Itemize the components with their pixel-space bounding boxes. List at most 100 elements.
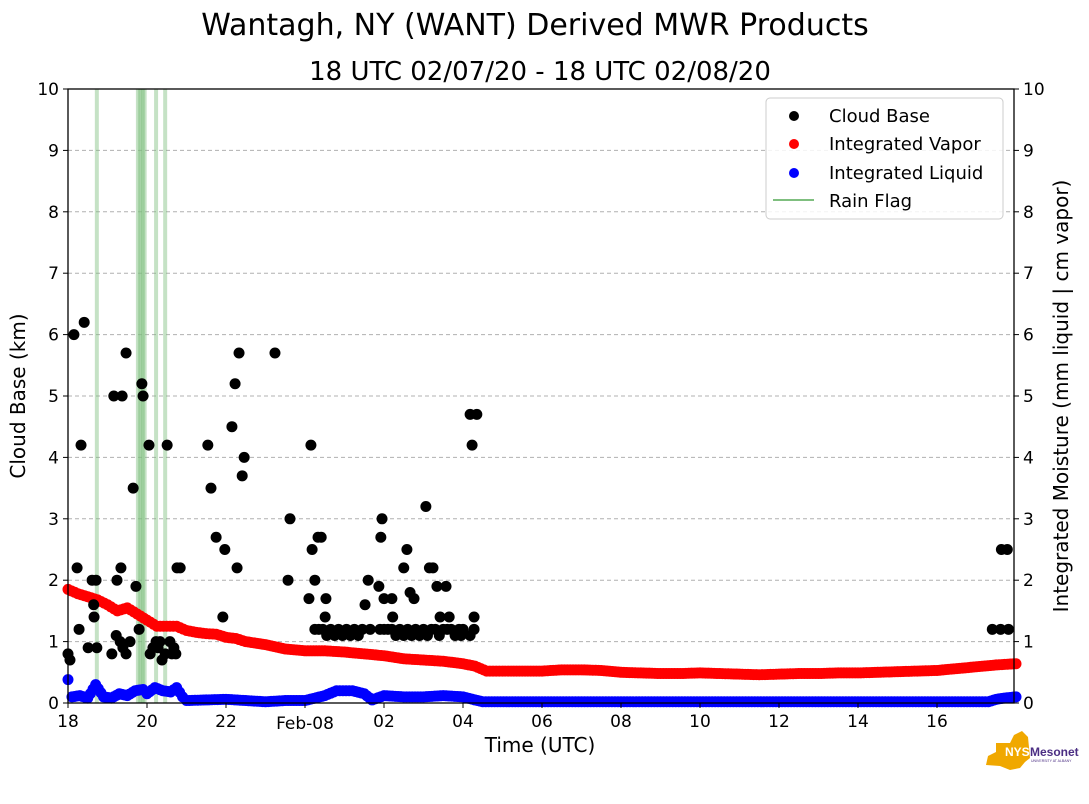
point-cloud-base <box>466 439 478 451</box>
y-right-tick-label: 5 <box>1023 387 1034 407</box>
point-cloud-base <box>434 611 446 623</box>
point-cloud-base <box>64 654 76 666</box>
point-cloud-base <box>82 642 94 654</box>
point-cloud-base <box>373 580 385 592</box>
point-cloud-base <box>229 378 241 390</box>
gridlines <box>68 149 1014 643</box>
x-tick-label: 20 <box>136 712 158 732</box>
point-cloud-base <box>457 623 469 635</box>
y-right-tick-label: 2 <box>1023 571 1034 591</box>
point-cloud-base <box>75 439 87 451</box>
point-cloud-base <box>88 599 100 611</box>
x-tick-label: 16 <box>926 712 948 732</box>
point-cloud-base <box>398 562 410 574</box>
point-cloud-base <box>238 451 250 463</box>
y-tick-label: 5 <box>48 387 59 407</box>
point-cloud-base <box>130 580 142 592</box>
point-integrated-vapor <box>1010 658 1022 670</box>
point-cloud-base <box>174 562 186 574</box>
point-cloud-base <box>161 439 173 451</box>
point-cloud-base <box>219 544 231 555</box>
point-cloud-base <box>1002 623 1014 635</box>
point-cloud-base <box>90 574 102 586</box>
y-right-tick-label: 10 <box>1023 80 1045 100</box>
point-cloud-base <box>356 623 368 635</box>
point-cloud-base <box>303 593 315 605</box>
logo-mesonet-text: Mesonet <box>1030 745 1079 759</box>
point-cloud-base <box>319 611 331 623</box>
x-tick-label: 14 <box>847 712 869 732</box>
point-cloud-base <box>386 593 398 605</box>
series-integrated-vapor <box>62 583 1022 681</box>
point-cloud-base <box>236 470 248 482</box>
legend-marker-integrated-vapor <box>789 139 799 149</box>
point-cloud-base <box>108 390 120 402</box>
point-cloud-base <box>120 347 132 359</box>
y-tick-label: 3 <box>48 510 59 530</box>
legend-label-rain-flag: Rain Flag <box>829 191 912 212</box>
point-cloud-base <box>115 562 127 574</box>
logo-nys-text: NYS <box>1005 745 1030 759</box>
point-cloud-base <box>127 482 139 494</box>
point-cloud-base <box>143 439 155 451</box>
point-cloud-base <box>120 648 132 660</box>
point-cloud-base <box>91 642 103 654</box>
nys-mesonet-logo: NYS Mesonet UNIVERSITY AT ALBANY <box>986 731 1079 770</box>
legend-label-integrated-liquid: Integrated Liquid <box>829 163 983 184</box>
y-right-tick-label: 9 <box>1023 141 1034 161</box>
point-cloud-base <box>305 439 317 451</box>
logo-university-text: UNIVERSITY AT ALBANY <box>1031 759 1072 763</box>
point-cloud-base <box>320 593 332 605</box>
x-tick-label: 08 <box>610 712 632 732</box>
point-integrated-liquid <box>1010 691 1022 703</box>
y-right-tick-label: 0 <box>1023 694 1034 714</box>
y-tick-label: 0 <box>48 694 59 714</box>
point-cloud-base <box>362 574 374 586</box>
legend-label-cloud-base: Cloud Base <box>829 106 930 127</box>
point-cloud-base <box>378 593 390 605</box>
y-axis-left: 0 1 2 3 4 5 6 7 8 9 10 <box>37 80 68 714</box>
point-cloud-base <box>427 562 439 574</box>
x-tick-label: 22 <box>215 712 237 732</box>
point-cloud-base <box>136 378 148 390</box>
x-tick-label: Feb-08 <box>276 714 334 734</box>
point-cloud-base <box>420 501 432 513</box>
ny-state-shape-icon <box>986 731 1030 770</box>
legend-marker-integrated-liquid <box>789 168 799 178</box>
point-cloud-base <box>137 390 149 402</box>
point-cloud-base <box>202 439 214 451</box>
point-cloud-base <box>68 329 80 341</box>
point-cloud-base <box>431 580 443 592</box>
x-tick-label: 12 <box>768 712 790 732</box>
series-cloud-base <box>62 316 1014 666</box>
y-right-tick-label: 4 <box>1023 448 1034 468</box>
point-cloud-base <box>231 562 243 574</box>
point-cloud-base <box>471 408 483 420</box>
point-cloud-base <box>1001 544 1013 555</box>
point-cloud-base <box>210 531 222 543</box>
x-axis: 18 20 22 Feb-08 02 04 06 08 10 12 14 16 <box>57 703 948 734</box>
point-cloud-base <box>986 623 998 635</box>
point-cloud-base <box>226 421 238 433</box>
point-cloud-base <box>387 611 399 623</box>
y-tick-label: 6 <box>48 326 59 346</box>
point-cloud-base <box>468 623 480 635</box>
legend-box <box>765 97 1004 220</box>
y-axis-left-label: Cloud Base (km) <box>6 313 30 478</box>
chart-subtitle: 18 UTC 02/07/20 - 18 UTC 02/08/20 <box>309 57 771 87</box>
y-tick-label: 2 <box>48 571 59 591</box>
y-tick-label: 4 <box>48 448 59 468</box>
x-tick-label: 06 <box>531 712 553 732</box>
y-right-tick-label: 6 <box>1023 326 1034 346</box>
point-cloud-base <box>133 623 145 635</box>
y-right-tick-label: 8 <box>1023 203 1034 223</box>
x-tick-label: 10 <box>689 712 711 732</box>
point-cloud-base <box>468 611 480 623</box>
y-right-tick-label: 1 <box>1023 633 1034 653</box>
point-cloud-base <box>359 599 371 611</box>
point-cloud-base <box>309 574 321 586</box>
legend-label-integrated-vapor: Integrated Vapor <box>829 134 981 155</box>
legend: Cloud Base Integrated Vapor Integrated L… <box>765 97 1004 220</box>
x-tick-label: 02 <box>373 712 395 732</box>
